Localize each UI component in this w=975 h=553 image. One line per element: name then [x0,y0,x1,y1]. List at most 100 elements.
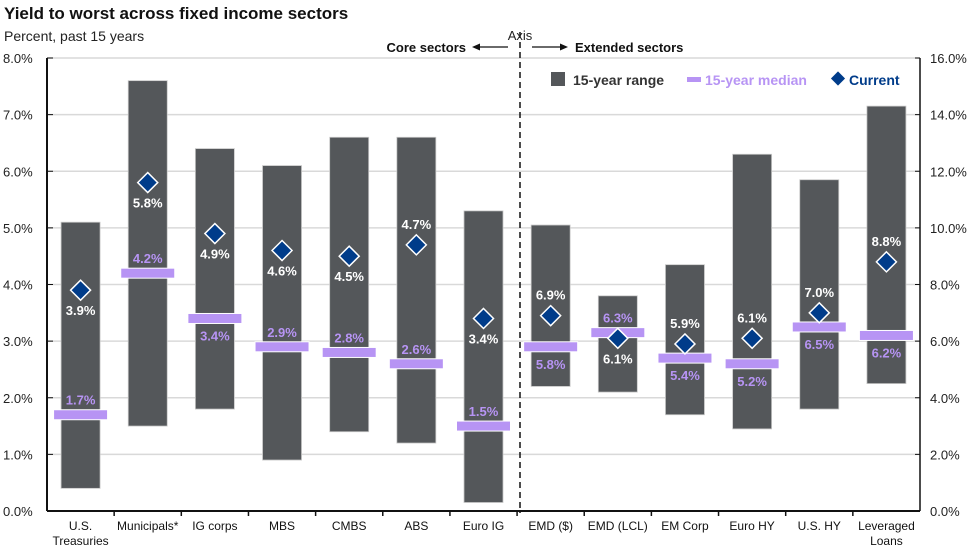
median-marker [321,346,377,358]
range-bar [329,136,370,433]
range-bar [262,165,302,461]
current-value-label: 6.9% [536,288,566,303]
right-tick-label: 2.0% [930,447,960,462]
median-value-label: 2.6% [402,342,432,357]
range-bar [60,221,101,489]
legend-median-swatch [687,77,701,82]
right-axis-ticks: 0.0% 2.0% 4.0% 6.0% 8.0% 10.0% 12.0% 14.0% 16.0% [915,51,967,519]
category-label: Treasuries [52,534,108,548]
chart-title: Yield to worst across fixed income secto… [4,4,348,23]
category-labels: U.S.Treasuries Municipals* IG corps MBS CMBS… [52,519,914,548]
legend-current-diamond-icon [830,71,846,86]
legend-range-label: 15-year range [573,72,664,88]
median-value-label: 1.5% [469,404,499,419]
category-label: Loans [870,534,903,548]
data-labels: 1.7% 3.9% 4.2% 5.8% 3.4% 4.9% 2.9% 4.6% 2.8% 4.5%… [66,196,902,419]
left-tick-label: 1.0% [3,447,33,462]
right-arrow-icon [532,43,568,51]
x-axis-ticks [113,511,854,516]
range-bars [60,80,907,503]
current-diamond-icon [606,327,629,350]
current-value-label: 4.9% [200,247,230,262]
right-tick-label: 16.0% [930,51,967,66]
right-tick-label: 4.0% [930,391,960,406]
right-tick-label: 0.0% [930,504,960,519]
category-label: IG corps [192,519,237,533]
current-value-label: 4.6% [267,264,297,279]
category-label: EMD (LCL) [588,519,648,533]
range-bar [127,80,168,427]
category-label: Leveraged [858,519,915,533]
current-diamond-icon [472,307,495,330]
category-label: Municipals* [117,519,179,533]
left-tick-label: 4.0% [3,278,33,293]
current-diamond-icon [203,222,226,245]
current-diamond-icon [270,239,294,262]
category-label: U.S. HY [798,519,841,533]
median-value-label: 4.2% [133,251,163,266]
left-tick-label: 3.0% [3,334,33,349]
right-tick-label: 10.0% [930,221,967,236]
median-marker [724,358,780,370]
category-label: Euro IG [463,519,504,533]
right-tick-label: 8.0% [930,278,960,293]
right-tick-label: 6.0% [930,334,960,349]
range-bar [194,148,235,410]
category-label: ABS [404,519,428,533]
left-tick-label: 8.0% [3,51,33,66]
left-axis-ticks: 0.0% 1.0% 2.0% 3.0% 4.0% 5.0% 6.0% 7.0% 8.0% [3,51,53,519]
chart-subtitle: Percent, past 15 years [4,28,144,44]
range-bar [463,210,504,503]
category-label: Euro HY [729,519,774,533]
median-marker [120,267,176,279]
median-marker [523,341,579,353]
range-bar [799,179,840,410]
current-value-label: 8.8% [872,234,902,249]
current-value-label: 5.8% [133,196,163,211]
core-sectors-label: Core sectors [387,40,466,55]
median-marker [858,329,914,341]
current-diamond-icon [741,327,764,350]
category-label: EMD ($) [528,519,573,533]
category-label: EM Corp [661,519,709,533]
range-bar [396,136,437,444]
median-marker [187,312,243,324]
current-value-label: 5.9% [670,316,700,331]
median-value-label: 2.9% [267,325,297,340]
current-value-label: 3.9% [66,303,96,318]
left-tick-label: 6.0% [3,164,33,179]
current-diamond-icon [338,245,361,268]
current-diamond-icon [69,279,92,302]
current-diamond-icon [875,250,898,273]
left-tick-label: 7.0% [3,108,33,123]
current-diamond-icon [673,332,697,356]
current-diamond-icon [539,304,562,327]
category-label: MBS [269,519,295,533]
median-marker [456,420,511,432]
median-value-label: 6.3% [603,311,633,326]
category-label: U.S. [69,519,92,533]
median-value-label: 3.4% [200,328,230,343]
current-value-label: 6.1% [737,310,767,325]
current-value-label: 3.4% [469,331,499,346]
right-tick-label: 12.0% [930,164,967,179]
legend-median-label: 15-year median [705,72,807,88]
median-value-label: 6.2% [872,345,902,360]
left-tick-label: 2.0% [3,391,33,406]
median-marker [388,358,444,370]
category-label: CMBS [332,519,367,533]
current-value-label: 4.7% [402,217,432,232]
legend: 15-year range 15-year median Current [551,71,900,88]
legend-current-label: Current [849,72,900,88]
left-arrow-icon [472,43,508,51]
current-diamond-icon [136,171,159,194]
divider-axis-label: Axis [508,28,533,43]
median-marker [53,409,109,421]
current-value-label: 7.0% [804,285,834,300]
left-tick-label: 0.0% [3,504,33,519]
right-tick-label: 14.0% [930,108,967,123]
median-value-label: 2.8% [334,330,364,345]
range-bar [732,153,773,430]
median-value-label: 1.7% [66,393,96,408]
